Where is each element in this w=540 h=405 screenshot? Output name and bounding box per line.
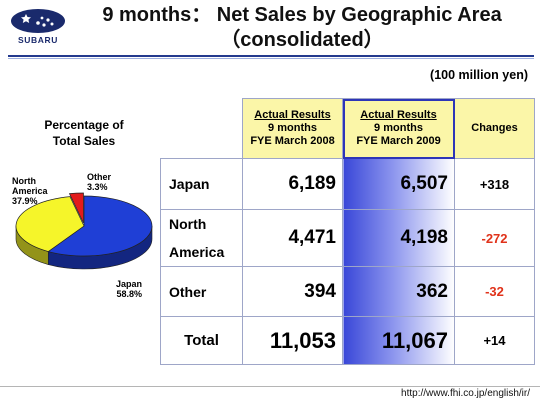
- row-label-other: Other: [160, 266, 243, 317]
- title-divider-thin: [8, 58, 534, 59]
- pie-slice-north-america: [15, 196, 85, 252]
- header-changes: Changes: [454, 98, 535, 159]
- change-total: +14: [454, 316, 535, 365]
- title-sub: （consolidated）: [220, 29, 384, 51]
- value-2008-north-america: 4,471: [242, 209, 343, 267]
- row-label-north-america: North America: [160, 209, 243, 267]
- table-row: Japan 6,189 6,507 +318: [160, 158, 535, 210]
- header-fy2008-l2: 9 months: [268, 122, 317, 134]
- value-2008-total: 11,053: [242, 316, 343, 365]
- footer-url: http://www.fhi.co.jp/english/ir/: [401, 388, 530, 399]
- pie-title-line2: Total Sales: [52, 134, 116, 148]
- row-label-japan: Japan: [160, 158, 243, 210]
- pie-slice-other: [68, 192, 84, 224]
- table-header-row: Actual Results 9 months FYE March 2008 A…: [160, 98, 535, 159]
- pie-title: Percentage of Total Sales: [14, 117, 154, 149]
- page-title: 9 months： Net Sales by Geographic Area （…: [72, 3, 532, 53]
- pie-label-other-pct: 3.3%: [87, 182, 108, 192]
- header-fy2009-l3: FYE March 2009: [356, 135, 441, 147]
- pie-label-other: Other 3.3%: [87, 172, 111, 192]
- value-2009-japan: 6,507: [342, 158, 455, 210]
- pie-title-line1: Percentage of: [44, 118, 124, 132]
- value-2009-other: 362: [342, 266, 455, 317]
- pie-chart: [15, 192, 153, 270]
- row-label-total: Total: [160, 316, 243, 365]
- footer-divider: [0, 386, 540, 387]
- subaru-emblem-icon: [11, 9, 65, 33]
- unit-label: (100 million yen): [430, 68, 528, 82]
- table-row: Other 394 362 -32: [160, 266, 535, 317]
- pie-label-na-pct: 37.9%: [12, 196, 38, 206]
- table-row: North America 4,471 4,198 -272: [160, 209, 535, 267]
- pie-label-na-line2: America: [12, 186, 48, 196]
- pie-label-na-line1: North: [12, 176, 36, 186]
- pie-label-other-name: Other: [87, 172, 112, 182]
- value-2009-north-america: 4,198: [342, 209, 455, 267]
- value-2009-total: 11,067: [342, 316, 455, 365]
- row-label-na-line2: America: [169, 244, 225, 260]
- pie-label-japan-pct: 58.8%: [116, 289, 143, 299]
- title-divider: [8, 55, 534, 57]
- logo-text: SUBARU: [18, 35, 58, 45]
- sales-table: Actual Results 9 months FYE March 2008 A…: [160, 98, 535, 365]
- header-fy2008-l3: FYE March 2008: [250, 135, 335, 147]
- row-label-na-line1: North: [169, 216, 207, 232]
- header-fy2009-l2: 9 months: [374, 122, 423, 134]
- header-fy2008: Actual Results 9 months FYE March 2008: [242, 98, 343, 159]
- pie-label-north-america: North America 37.9%: [12, 176, 48, 206]
- change-north-america: -272: [454, 209, 535, 267]
- subaru-logo: SUBARU: [8, 8, 68, 48]
- value-2008-japan: 6,189: [242, 158, 343, 210]
- header-fy2009-l1: Actual Results: [360, 109, 437, 121]
- pie-label-japan: Japan 58.8%: [116, 279, 142, 299]
- title-main: 9 months： Net Sales by Geographic Area: [102, 4, 502, 26]
- header-fy2008-l1: Actual Results: [254, 109, 331, 121]
- header-blank: [160, 98, 243, 159]
- change-other: -32: [454, 266, 535, 317]
- table-row-total: Total 11,053 11,067 +14: [160, 316, 535, 365]
- pie-slice-japan: [47, 195, 153, 257]
- value-2008-other: 394: [242, 266, 343, 317]
- header-fy2009: Actual Results 9 months FYE March 2009: [342, 98, 455, 159]
- change-japan: +318: [454, 158, 535, 210]
- pie-label-japan-name: Japan: [116, 279, 143, 289]
